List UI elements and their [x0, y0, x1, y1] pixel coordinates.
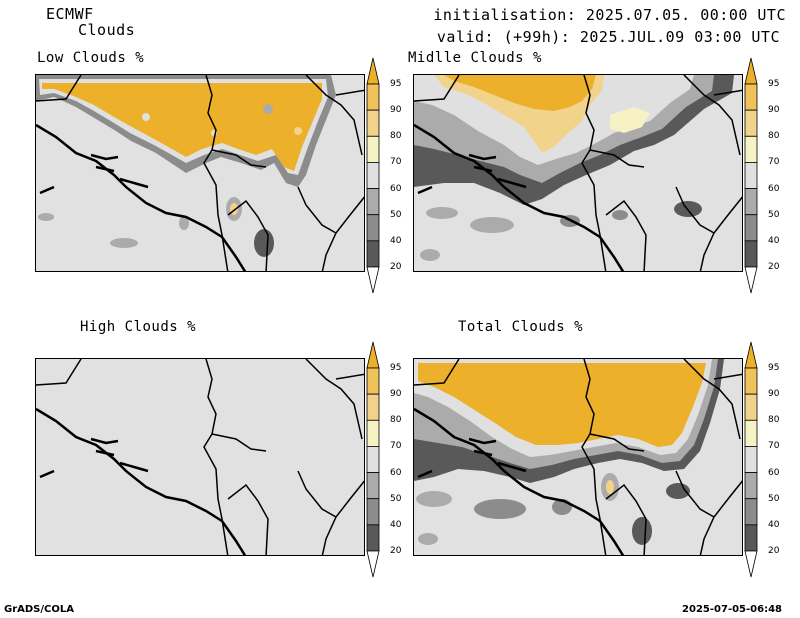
colorbar-label: 50 [768, 209, 780, 220]
colorbar-label: 70 [390, 441, 402, 452]
colorbar-segment-below20 [744, 550, 758, 578]
total-clouds-map [414, 359, 742, 555]
colorbar-label: 80 [768, 415, 780, 426]
colorbar-segment [366, 446, 380, 473]
footer-software: GrADS/COLA [4, 604, 74, 615]
colorbar-label: 70 [768, 157, 780, 168]
colorbar-label: 95 [768, 79, 780, 89]
colorbar-label: 20 [390, 546, 402, 556]
colorbar-label: 80 [390, 415, 402, 426]
colorbar-segment [366, 240, 380, 268]
colorbar-label: 95 [390, 363, 402, 373]
colorbar-label: 90 [390, 389, 402, 400]
colorbar-low: 20 40 50 60 70 80 90 95 [365, 57, 401, 294]
colorbar-label: 70 [768, 441, 780, 452]
colorbar-segment-below20 [366, 550, 380, 578]
colorbar-label: 70 [390, 157, 402, 168]
colorbar-segment [744, 83, 758, 111]
panel-title-total: Total Clouds % [458, 319, 584, 335]
panel-title-high: High Clouds % [80, 319, 197, 335]
colorbar-segment-above95 [744, 341, 758, 369]
colorbar-segment [366, 135, 380, 163]
colorbar-label: 90 [390, 105, 402, 116]
panel-title-middle: Midlle Clouds % [408, 50, 542, 66]
colorbar-label: 60 [768, 183, 780, 194]
colorbar-label: 90 [768, 389, 780, 400]
colorbar-segment [744, 446, 758, 473]
colorbar-segment [744, 367, 758, 395]
colorbar-segment [366, 419, 380, 447]
colorbar-label: 40 [390, 235, 402, 246]
colorbar-middle: 20 40 50 60 70 80 90 95 [743, 57, 779, 294]
colorbar-segment-above95 [366, 341, 380, 369]
footer-timestamp: 2025-07-05-06:48 [682, 604, 782, 615]
init-time: initialisation: 2025.07.05. 00:00 UTC [433, 6, 786, 24]
middle-clouds-map [414, 75, 742, 271]
map-panel-low-clouds [35, 74, 365, 272]
colorbar-segment [366, 472, 380, 500]
colorbar-label: 20 [768, 262, 780, 272]
low-clouds-map [36, 75, 364, 271]
colorbar-graphic [744, 57, 758, 294]
colorbar-segment [744, 498, 758, 526]
colorbar-label: 60 [390, 467, 402, 478]
colorbar-segment [744, 188, 758, 216]
colorbar-label: 80 [768, 131, 780, 142]
product-name: Clouds [78, 21, 136, 39]
colorbar-segment-below20 [744, 266, 758, 294]
colorbar-label: 95 [768, 363, 780, 373]
colorbar-segment [744, 419, 758, 447]
colorbar-graphic [366, 57, 380, 294]
colorbar-label: 90 [768, 105, 780, 116]
colorbar-label: 20 [768, 546, 780, 556]
map-panel-total-clouds [413, 358, 743, 556]
colorbar-label: 40 [768, 519, 780, 530]
colorbar-label: 40 [390, 519, 402, 530]
colorbar-graphic [366, 341, 380, 578]
colorbar-segment [366, 367, 380, 395]
colorbar-high: 20 40 50 60 70 80 90 95 [365, 341, 401, 578]
colorbar-label: 50 [390, 209, 402, 220]
colorbar-segment [366, 188, 380, 216]
valid-time: valid: (+99h): 2025.JUL.09 03:00 UTC [436, 28, 780, 46]
model-name: ECMWF [46, 5, 94, 23]
colorbar-segment [366, 162, 380, 189]
colorbar-segment [366, 83, 380, 111]
colorbar-segment [744, 393, 758, 421]
colorbar-label: 60 [390, 183, 402, 194]
colorbar-label: 80 [390, 131, 402, 142]
high-clouds-map [36, 359, 364, 555]
colorbar-label: 20 [390, 262, 402, 272]
panel-title-low: Low Clouds % [37, 50, 145, 66]
map-panel-middle-clouds [413, 74, 743, 272]
colorbar-segment-below20 [366, 266, 380, 294]
colorbar-segment [366, 524, 380, 552]
colorbar-segment [744, 472, 758, 500]
colorbar-segment [744, 109, 758, 137]
colorbar-label: 50 [768, 493, 780, 504]
colorbar-segment [744, 162, 758, 189]
colorbar-segment [744, 214, 758, 242]
colorbar-segment [744, 135, 758, 163]
colorbar-graphic [744, 341, 758, 578]
colorbar-label: 60 [768, 467, 780, 478]
map-panel-high-clouds [35, 358, 365, 556]
colorbar-segment [744, 524, 758, 552]
colorbar-segment-above95 [744, 57, 758, 85]
colorbar-total: 20 40 50 60 70 80 90 95 [743, 341, 779, 578]
colorbar-label: 95 [390, 79, 402, 89]
colorbar-label: 50 [390, 493, 402, 504]
colorbar-label: 40 [768, 235, 780, 246]
colorbar-segment [366, 109, 380, 137]
colorbar-segment [744, 240, 758, 268]
colorbar-segment [366, 498, 380, 526]
colorbar-segment-above95 [366, 57, 380, 85]
colorbar-segment [366, 214, 380, 242]
colorbar-segment [366, 393, 380, 421]
